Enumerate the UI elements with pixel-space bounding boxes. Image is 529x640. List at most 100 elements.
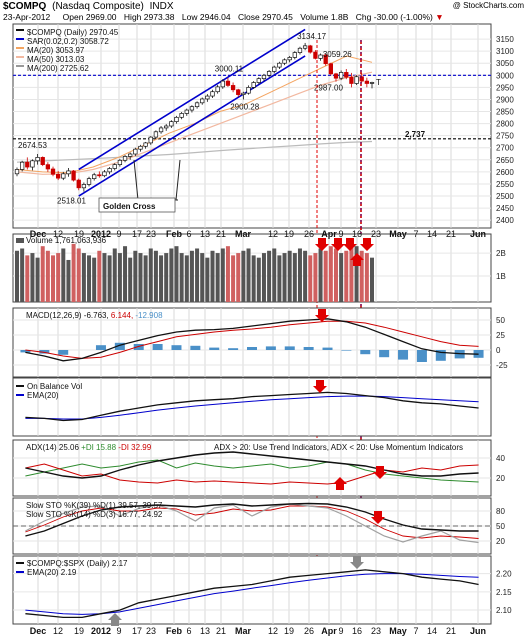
candle-body-65: [349, 76, 354, 84]
volume-bar-25: [143, 255, 148, 302]
volume-bar-23: [133, 250, 138, 302]
macd-hist-bar-16: [322, 347, 333, 350]
macd-hist-bar-5: [114, 342, 125, 350]
candle-body-6: [45, 164, 51, 170]
macd-hist-bar-12: [247, 347, 257, 350]
candle-body-22: [128, 153, 133, 157]
volume-bar-35: [195, 248, 200, 302]
price-legend-1: SAR(0.02,0.2) 3058.72: [27, 37, 109, 46]
candle-body-36: [200, 98, 205, 104]
xtick-bottom-14: 26: [304, 626, 314, 636]
volume-bar-18: [107, 255, 112, 302]
low-value: 2946.04: [199, 12, 231, 22]
macd-hist-bar-21: [416, 350, 427, 362]
obv-ema-line: [25, 395, 479, 420]
volume-bar-39: [215, 253, 220, 302]
price-legend-swatch-1: [16, 38, 24, 40]
open-value: 2969.00: [85, 12, 117, 22]
volume-bar-26: [148, 248, 153, 302]
candle-body-9: [61, 173, 66, 179]
ytick-price-15: 3150: [496, 35, 514, 44]
ytick-macd-3: 50: [496, 316, 505, 325]
candle-body-0: [14, 169, 20, 175]
candle-body-52: [282, 59, 287, 64]
volume-bar-19: [112, 248, 117, 302]
xtick-bottom-23: Jun: [470, 626, 486, 636]
volume-bar-47: [256, 257, 261, 302]
ytick-macd-2: 25: [496, 331, 505, 340]
xtick-bottom-1: 12: [53, 626, 63, 636]
candle-body-63: [338, 72, 344, 79]
xtick-top-23: Jun: [470, 229, 486, 239]
candle-body-2: [25, 161, 30, 168]
adx-note: ADX > 20: Use Trend Indicators, ADX < 20…: [214, 443, 463, 452]
candle-body-30: [169, 121, 174, 127]
candle-body-54: [292, 52, 297, 58]
price-legend-2: MA(20) 3053.97: [27, 46, 85, 55]
candle-body-19: [112, 164, 117, 169]
sto-long-line: [25, 502, 479, 537]
volume-bar-14: [87, 255, 92, 302]
candle-body-57: [308, 45, 313, 53]
volume-red-arrow-3: [360, 238, 374, 251]
annotation-6: 2518.01: [57, 197, 86, 206]
close-value: 2970.45: [262, 12, 293, 22]
price-legend-4: MA(200) 2725.62: [27, 64, 89, 73]
channel-lower-line: [78, 55, 306, 197]
volume-bar-49: [267, 250, 272, 302]
channel-upper-line: [78, 28, 306, 171]
ytick-price-10: 2900: [496, 95, 514, 104]
candle-body-56: [302, 45, 308, 49]
adx-red-arrow-up: [333, 477, 347, 490]
obv-red-arrow: [313, 380, 327, 393]
obv-legend-swatch-1: [16, 394, 24, 396]
ytick-macd-0: -25: [496, 361, 508, 370]
xtick-bottom-15: Apr: [321, 626, 337, 636]
xtick-bottom-17: 16: [352, 626, 362, 636]
volume-bar-48: [261, 253, 266, 302]
volume-bar-7: [51, 255, 56, 302]
candle-body-43: [236, 89, 241, 95]
volume-bar-40: [220, 248, 225, 302]
candle-body-44: [241, 92, 246, 95]
annotation-0: 3134.17: [297, 32, 326, 41]
annotation-1: 3000.11: [215, 64, 244, 73]
candle-body-66: [354, 76, 359, 84]
ytick-price-11: 2950: [496, 83, 514, 92]
candle-body-17: [102, 171, 107, 177]
xtick-top-20: 7: [413, 229, 418, 239]
ratio-legend-0: $COMPQ:$SPX (Daily) 2.17: [27, 559, 128, 568]
macd-hist-bar-17: [341, 350, 352, 351]
volume-bar-21: [123, 246, 128, 302]
macd-hist-bar-9: [190, 345, 201, 350]
volume-bar-2: [25, 255, 30, 302]
volume-bar-51: [277, 255, 282, 302]
macd-title-part-2: -12.908: [133, 311, 163, 320]
adx-plus-di-line: [25, 459, 479, 483]
xtick-bottom-12: 12: [268, 626, 278, 636]
ma200-line: [16, 140, 373, 163]
candle-body-37: [205, 95, 210, 100]
xtick-top-18: 23: [371, 229, 381, 239]
xtick-top-1: 12: [53, 229, 63, 239]
candle-body-49: [266, 71, 272, 76]
xtick-top-15: Apr: [321, 229, 337, 239]
volume-bar-0: [15, 250, 19, 302]
xtick-bottom-0: Dec: [30, 626, 47, 636]
ratio-line: [25, 569, 479, 619]
sto-short-k-line: [25, 503, 479, 544]
volume-bar-57: [308, 255, 313, 302]
volume-bar-53: [287, 250, 292, 302]
xtick-bottom-8: 6: [186, 626, 191, 636]
volume-bar-59: [318, 248, 323, 302]
volume-bar-29: [164, 253, 169, 302]
candle-body-5: [40, 157, 45, 165]
high-value: 2973.38: [143, 12, 175, 22]
candle-body-4: [35, 157, 40, 162]
volume-bar-32: [179, 253, 184, 302]
sto-title: Slow STO %K(39) %D(1) 39.57, 39.57: [26, 501, 163, 510]
volume-bar-56: [303, 250, 308, 302]
volume-red-arrow-2: [343, 238, 357, 251]
xtick-bottom-9: 13: [200, 626, 210, 636]
